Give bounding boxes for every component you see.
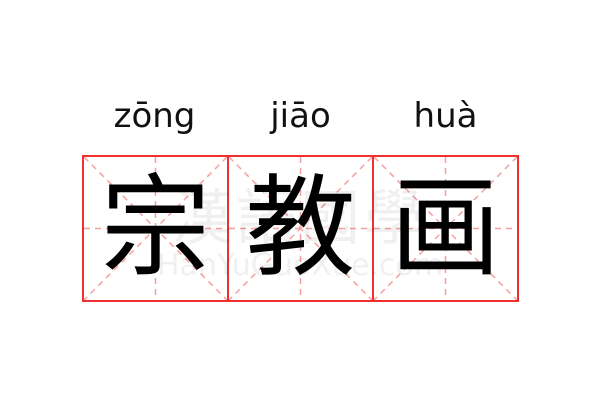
character-box-1: 教	[227, 155, 374, 302]
grid-guides	[229, 157, 372, 300]
grid-guides	[84, 157, 227, 300]
hanzi-1: 教	[245, 164, 356, 292]
hanzi-2: 画	[390, 164, 501, 292]
pinyin-1: jiāo	[270, 96, 331, 136]
grid-guides	[374, 157, 517, 300]
hanzi-0: 宗	[100, 164, 211, 292]
pinyin-2: huà	[413, 96, 478, 136]
pinyin-0: zōng	[113, 96, 196, 136]
character-box-0: 宗	[82, 155, 229, 302]
character-box-2: 画	[372, 155, 519, 302]
